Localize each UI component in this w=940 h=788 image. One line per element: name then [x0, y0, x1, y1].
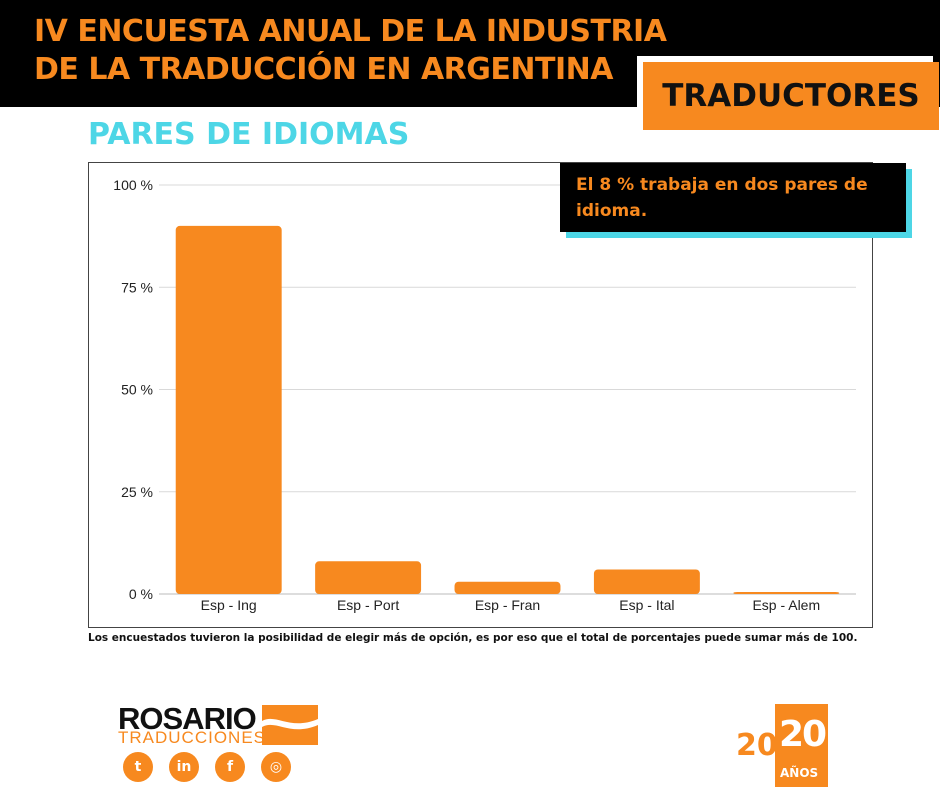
y-tick-label: 0 %: [129, 586, 153, 602]
bar-3: [454, 581, 561, 594]
audience-badge: TRADUCTORES: [643, 62, 939, 130]
x-tick-label: Esp - Ing: [201, 597, 257, 613]
anniversary-label: AÑOS: [780, 766, 819, 780]
section-title: PARES DE IDIOMAS: [88, 117, 410, 152]
page-title-line-2: DE LA TRADUCCIÓN EN ARGENTINA: [34, 52, 613, 87]
y-tick-label: 100 %: [113, 177, 153, 193]
y-tick-label: 50 %: [121, 382, 153, 398]
anniversary-number-part2: 20: [779, 714, 827, 755]
y-tick-label: 75 %: [121, 279, 153, 295]
footnote: Los encuestados tuvieron la posibilidad …: [88, 632, 858, 644]
page-title-line-1: IV ENCUESTA ANUAL DE LA INDUSTRIA: [34, 14, 667, 49]
brand-logo-mark-icon: [262, 705, 318, 745]
x-tick-label: Esp - Port: [337, 597, 399, 613]
anniversary-number-part1: 20: [736, 728, 778, 763]
brand-logo-tagline: TRADUCCIONES: [118, 728, 267, 747]
chart-frame: 0 % 25 % 50 % 75 % 100 % Esp - Ing Esp - Port E…: [88, 162, 873, 628]
bar-1: [175, 225, 282, 594]
twitter-icon[interactable]: t: [123, 752, 153, 782]
bar-2: [315, 561, 422, 594]
bar-chart: 0 % 25 % 50 % 75 % 100 % Esp - Ing Esp - Port E…: [113, 177, 856, 613]
x-tick-label: Esp - Fran: [475, 597, 540, 613]
bar-5: [733, 591, 840, 594]
facebook-icon[interactable]: f: [215, 752, 245, 782]
y-tick-label: 25 %: [121, 484, 153, 500]
brand-logo-name: ROSARIO: [118, 701, 257, 736]
instagram-icon[interactable]: ◎: [261, 752, 291, 782]
bar-4: [593, 569, 700, 594]
linkedin-icon[interactable]: in: [169, 752, 199, 782]
anniversary-box: [775, 704, 828, 787]
callout-box: El 8 % trabaja en dos pares de idioma.: [560, 163, 906, 232]
x-tick-label: Esp - Ital: [619, 597, 674, 613]
x-tick-label: Esp - Alem: [752, 597, 820, 613]
